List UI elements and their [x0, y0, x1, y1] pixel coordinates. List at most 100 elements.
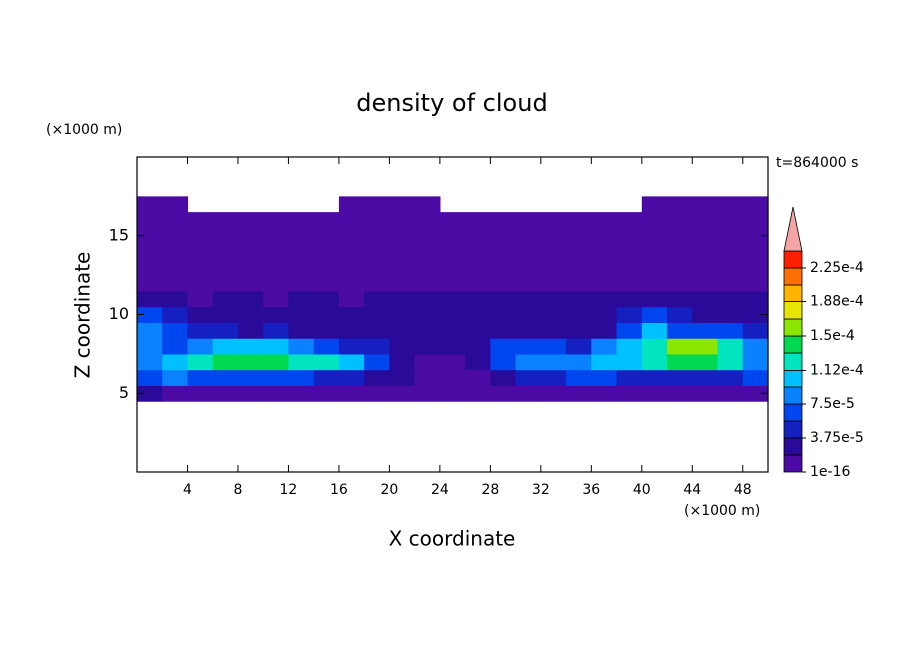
contour-cell: [667, 227, 693, 245]
contour-cell: [263, 227, 290, 245]
contour-cell: [616, 243, 643, 260]
contour-cell: [338, 290, 365, 308]
contour-cell: [338, 385, 365, 402]
contour-cell: [313, 353, 340, 371]
x-tick-label: 24: [431, 482, 449, 498]
contour-cell: [717, 212, 744, 229]
contour-cell: [641, 275, 668, 292]
contour-cell: [566, 369, 592, 386]
contour-cell: [641, 353, 668, 371]
contour-cell: [465, 385, 491, 402]
contour-cell: [667, 306, 693, 323]
contour-cell: [237, 338, 264, 355]
contour-cell: [237, 259, 264, 276]
contour-cell: [439, 290, 466, 308]
contour-cell: [439, 259, 466, 276]
contour-cell: [439, 275, 466, 292]
contour-cell: [187, 353, 214, 371]
contour-cell: [692, 212, 719, 229]
contour-cell: [137, 243, 163, 260]
contour-cell: [187, 322, 214, 339]
contour-cell: [439, 385, 466, 402]
contour-cell: [566, 322, 592, 339]
x-tick-label: 4: [183, 482, 192, 498]
contour-cell: [490, 385, 517, 402]
contour-cell: [364, 290, 390, 308]
colorbar-segment: [783, 386, 803, 405]
contour-cell: [263, 212, 290, 229]
colorbar-segment: [783, 284, 803, 302]
contour-cell: [162, 196, 189, 213]
x-tick-label: 36: [582, 482, 600, 498]
contour-cell: [540, 385, 567, 402]
colorbar-tick-label: 7.5e-5: [810, 396, 855, 412]
contour-cell: [389, 385, 416, 402]
contour-cell: [667, 322, 693, 339]
contour-cell: [313, 243, 340, 260]
contour-cell: [591, 227, 618, 245]
contour-cell: [742, 353, 769, 371]
contour-cell: [263, 290, 290, 308]
contour-cell: [212, 243, 239, 260]
contour-cell: [490, 275, 517, 292]
contour-cell: [414, 196, 441, 213]
contour-cell: [414, 338, 441, 355]
x-tick-label: 32: [532, 482, 550, 498]
contour-cell: [591, 290, 618, 308]
contour-cell: [667, 290, 693, 308]
contour-cell: [591, 275, 618, 292]
contour-cell: [641, 306, 668, 323]
colorbar-segment: [783, 454, 803, 473]
contour-cell: [692, 338, 719, 355]
contour-cell: [540, 306, 567, 323]
contour-cell: [490, 243, 517, 260]
contour-cell: [591, 259, 618, 276]
contour-cell: [742, 259, 769, 276]
contour-cell: [389, 369, 416, 386]
contour-cell: [162, 385, 189, 402]
y-axis-label: Z coordinate: [71, 252, 95, 379]
contour-cell: [641, 385, 668, 402]
contour-cell: [338, 243, 365, 260]
contour-cell: [364, 306, 390, 323]
contour-cell: [389, 306, 416, 323]
contour-cell: [717, 353, 744, 371]
contour-cell: [364, 212, 390, 229]
contour-cell: [137, 227, 163, 245]
contour-cell: [439, 306, 466, 323]
contour-cell: [540, 259, 567, 276]
contour-cell: [566, 227, 592, 245]
contour-cell: [490, 290, 517, 308]
contour-cell: [338, 369, 365, 386]
contour-cell: [263, 322, 290, 339]
contour-cell: [692, 353, 719, 371]
contour-cell: [591, 353, 618, 371]
contour-cell: [212, 369, 239, 386]
contour-cell: [389, 275, 416, 292]
contour-cell: [162, 353, 189, 371]
contour-cell: [237, 369, 264, 386]
contour-cell: [414, 306, 441, 323]
contour-cell: [212, 385, 239, 402]
contour-cell: [389, 322, 416, 339]
contour-cell: [641, 290, 668, 308]
contour-cell: [389, 338, 416, 355]
contour-cell: [742, 369, 769, 386]
contour-cell: [641, 369, 668, 386]
contour-cell: [616, 353, 643, 371]
contour-cell: [389, 196, 416, 213]
contour-cell: [439, 369, 466, 386]
colorbar-tick-label: 3.75e-5: [810, 430, 864, 446]
contour-cell: [137, 338, 163, 355]
contour-cell: [313, 369, 340, 386]
colorbar-segment: [783, 403, 803, 422]
contour-cell: [667, 259, 693, 276]
contour-cell: [212, 275, 239, 292]
contour-cell: [616, 290, 643, 308]
contour-cell: [616, 322, 643, 339]
x-tick-label: 28: [481, 482, 499, 498]
contour-cell: [742, 290, 769, 308]
contour-cell: [162, 290, 189, 308]
contour-cell: [439, 243, 466, 260]
